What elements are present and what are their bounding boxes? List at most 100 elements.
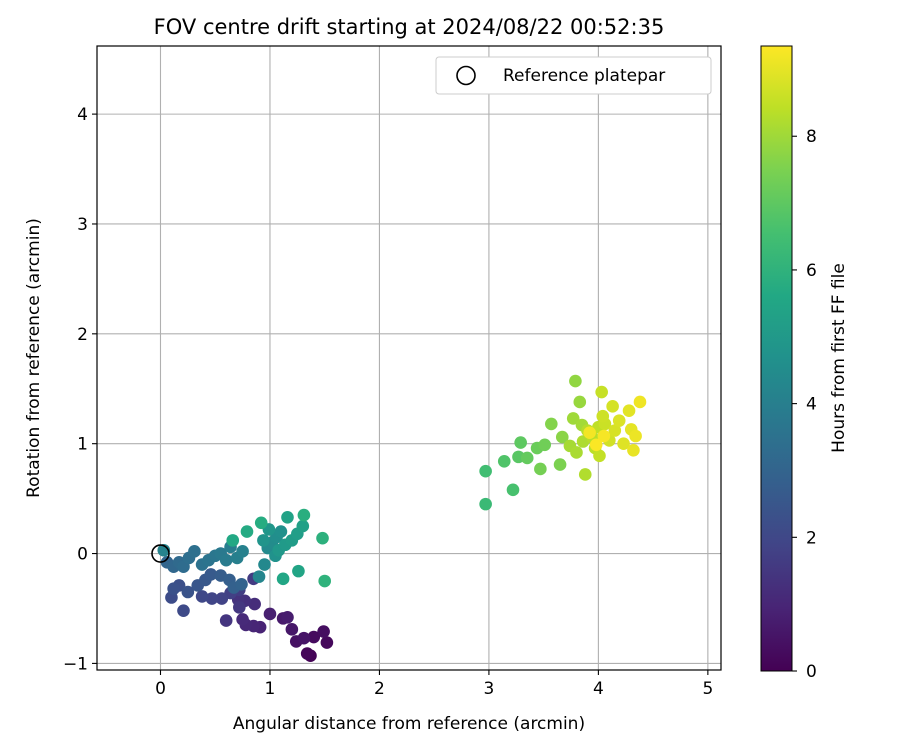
data-point bbox=[534, 462, 547, 476]
data-point bbox=[274, 525, 288, 538]
x-axis-ticks: 0 1 2 3 4 5 bbox=[155, 670, 713, 699]
data-point bbox=[248, 597, 261, 611]
y-tick-label: 3 bbox=[77, 215, 88, 235]
data-point bbox=[576, 435, 590, 448]
data-point bbox=[195, 590, 209, 603]
data-point bbox=[240, 525, 254, 538]
data-point bbox=[233, 601, 246, 614]
data-point bbox=[538, 438, 552, 452]
data-point bbox=[236, 613, 249, 626]
data-point bbox=[569, 374, 582, 388]
data-point bbox=[479, 497, 492, 511]
data-point bbox=[181, 585, 195, 599]
plot-area-background bbox=[97, 46, 721, 670]
colorbar-tick-label: 4 bbox=[806, 395, 817, 415]
data-point bbox=[188, 545, 201, 558]
data-point bbox=[235, 578, 248, 591]
data-point bbox=[177, 604, 190, 617]
data-point bbox=[612, 414, 626, 427]
legend: Reference platepar bbox=[435, 56, 712, 95]
x-tick-label: 2 bbox=[374, 679, 385, 699]
data-point bbox=[566, 412, 580, 425]
data-point bbox=[307, 630, 321, 644]
data-point bbox=[204, 568, 218, 581]
colorbar-tick-label: 6 bbox=[806, 261, 817, 281]
legend-label: Reference platepar bbox=[503, 66, 665, 86]
y-tick-label: −1 bbox=[63, 654, 88, 674]
data-point bbox=[285, 623, 299, 636]
data-point bbox=[318, 574, 332, 588]
colorbar: 0 2 4 6 8 Hours from first FF file bbox=[760, 45, 849, 682]
y-tick-label: 4 bbox=[77, 105, 88, 125]
data-point bbox=[320, 636, 334, 649]
data-point bbox=[606, 400, 619, 413]
data-point bbox=[597, 429, 611, 443]
legend-marker-icon bbox=[456, 65, 476, 86]
data-point bbox=[215, 592, 229, 605]
x-tick-label: 5 bbox=[702, 679, 713, 699]
data-point bbox=[553, 458, 567, 471]
reference-platepar-marker bbox=[151, 544, 170, 563]
y-axis-ticks: −1 0 1 2 3 4 bbox=[63, 105, 97, 674]
colorbar-label: Hours from first FF file bbox=[829, 263, 849, 453]
data-point bbox=[627, 443, 640, 457]
data-point bbox=[292, 564, 305, 578]
data-point bbox=[596, 409, 610, 423]
y-tick-label: 1 bbox=[77, 435, 88, 455]
data-point bbox=[633, 395, 647, 409]
data-point bbox=[583, 426, 596, 440]
data-points bbox=[157, 374, 647, 663]
data-point bbox=[219, 553, 233, 567]
data-point bbox=[281, 610, 294, 624]
data-point bbox=[497, 454, 511, 468]
data-point bbox=[593, 449, 606, 463]
y-tick-label: 0 bbox=[77, 545, 88, 565]
data-point bbox=[252, 570, 266, 583]
data-point bbox=[573, 395, 587, 409]
data-point bbox=[257, 534, 270, 547]
x-axis-label: Angular distance from reference (arcmin) bbox=[233, 714, 585, 734]
data-point bbox=[578, 468, 592, 481]
legend-box bbox=[435, 56, 712, 95]
y-axis-label: Rotation from reference (arcmin) bbox=[24, 218, 44, 498]
grid bbox=[97, 46, 721, 670]
data-point bbox=[281, 510, 294, 524]
data-point bbox=[520, 451, 534, 465]
data-point bbox=[263, 607, 277, 621]
data-point bbox=[300, 647, 314, 660]
colorbar-tick-label: 0 bbox=[806, 662, 817, 682]
data-point bbox=[297, 508, 311, 522]
y-tick-label: 2 bbox=[77, 325, 88, 345]
data-point bbox=[595, 385, 608, 399]
data-point bbox=[296, 519, 310, 533]
x-tick-label: 3 bbox=[484, 679, 495, 699]
data-point bbox=[570, 446, 583, 459]
data-point bbox=[254, 516, 268, 530]
x-tick-label: 0 bbox=[155, 679, 166, 699]
data-point bbox=[167, 582, 180, 596]
data-point bbox=[316, 531, 329, 545]
data-point bbox=[555, 430, 569, 444]
colorbar-gradient bbox=[760, 45, 793, 672]
data-point bbox=[297, 631, 311, 645]
data-point bbox=[276, 572, 290, 586]
data-point bbox=[317, 625, 330, 638]
chart-title: FOV centre drift starting at 2024/08/22 … bbox=[154, 15, 665, 39]
data-point bbox=[219, 614, 233, 627]
colorbar-tick-label: 8 bbox=[806, 127, 817, 147]
data-point bbox=[236, 545, 249, 558]
data-point bbox=[205, 592, 219, 605]
colorbar-ticks: 0 2 4 6 8 bbox=[792, 127, 817, 682]
data-point bbox=[617, 437, 630, 450]
plot-frame bbox=[96, 45, 722, 671]
data-point bbox=[629, 429, 642, 443]
data-point bbox=[226, 534, 240, 547]
data-point bbox=[608, 424, 622, 437]
data-point bbox=[622, 404, 636, 418]
data-point bbox=[479, 464, 492, 478]
colorbar-tick-label: 2 bbox=[806, 528, 817, 548]
data-point bbox=[514, 436, 527, 449]
data-point bbox=[545, 417, 558, 431]
data-point bbox=[258, 558, 271, 571]
